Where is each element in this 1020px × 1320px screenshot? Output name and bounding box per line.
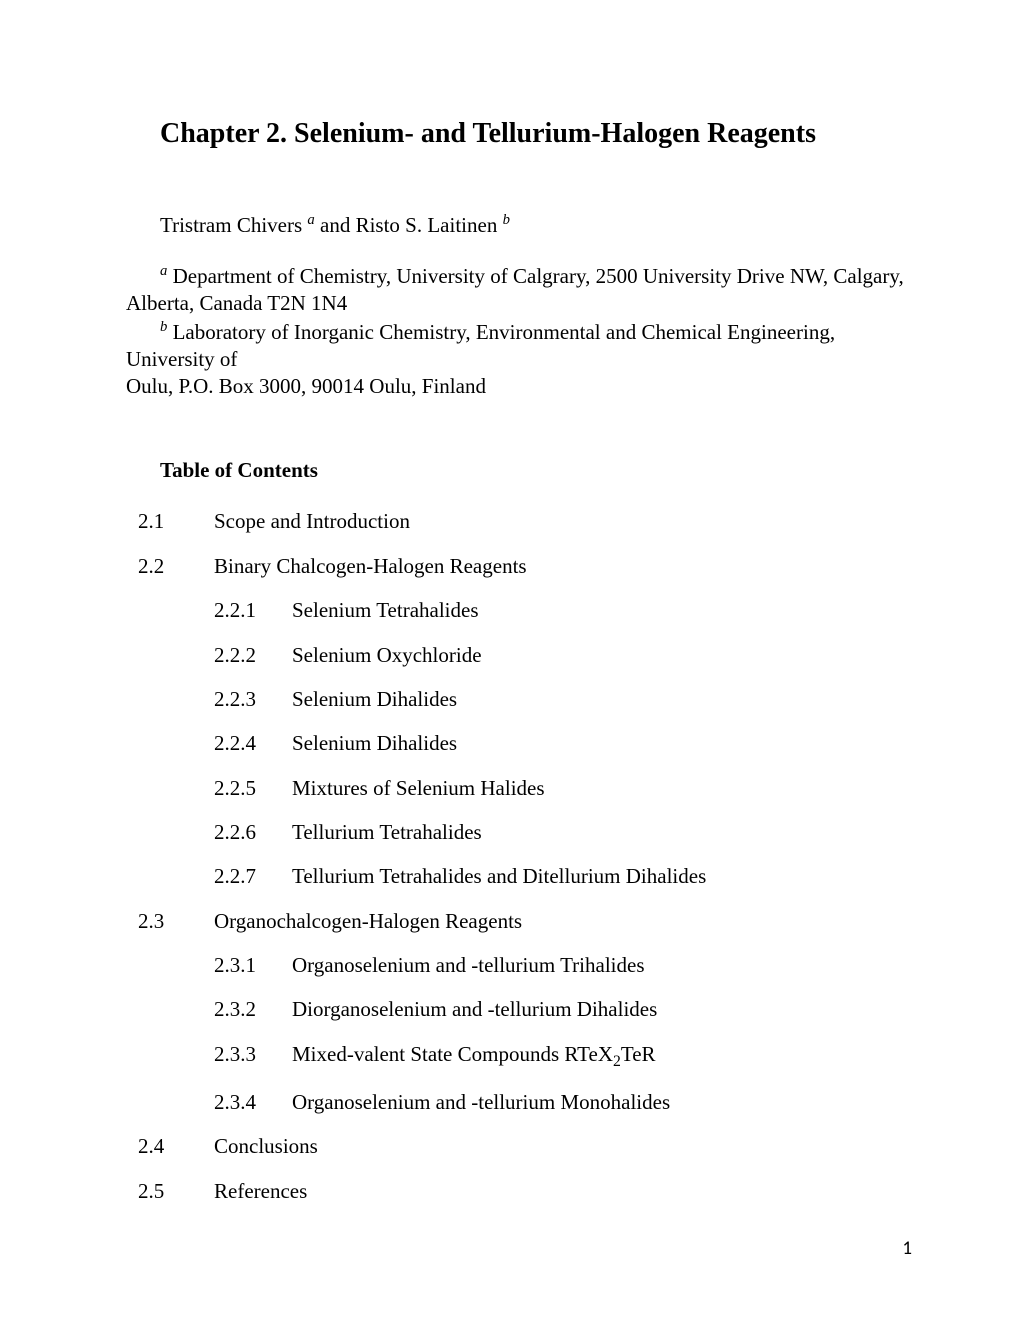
- toc-title: Selenium Dihalides: [292, 729, 920, 757]
- toc-entry: 2.3.2 Diorganoselenium and -tellurium Di…: [138, 987, 920, 1031]
- toc-entry: 2.1 Scope and Introduction: [138, 499, 920, 543]
- affiliation-a-line2: Alberta, Canada T2N 1N4: [126, 291, 347, 315]
- toc-title: Selenium Oxychloride: [292, 641, 920, 669]
- toc-entry: 2.3.1 Organoselenium and -tellurium Trih…: [138, 943, 920, 987]
- toc-entry: 2.2.5 Mixtures of Selenium Halides: [138, 766, 920, 810]
- chapter-title: Chapter 2. Selenium- and Tellurium-Halog…: [160, 118, 920, 150]
- toc-title: Binary Chalcogen-Halogen Reagents: [214, 552, 920, 580]
- toc-title: Tellurium Tetrahalides and Ditellurium D…: [292, 862, 920, 890]
- toc-number: 2.3.3: [214, 1040, 292, 1072]
- toc-entry: 2.4 Conclusions: [138, 1124, 920, 1168]
- toc-entry: 2.3 Organochalcogen-Halogen Reagents: [138, 899, 920, 943]
- toc-title: Selenium Dihalides: [292, 685, 920, 713]
- toc-entry: 2.5 References: [138, 1169, 920, 1213]
- table-of-contents: 2.1 Scope and Introduction 2.2 Binary Ch…: [138, 499, 920, 1213]
- author-2-sup: b: [503, 212, 510, 228]
- toc-title: Organoselenium and -tellurium Trihalides: [292, 951, 920, 979]
- page-number: 1: [902, 1237, 912, 1260]
- affiliation-a-line1: Department of Chemistry, University of C…: [167, 264, 903, 288]
- author-1: Tristram Chivers: [160, 213, 307, 237]
- toc-number: 2.2.5: [214, 774, 292, 802]
- toc-sub: 2: [613, 1053, 621, 1070]
- toc-entry: 2.3.3 Mixed-valent State Compounds RTeX2…: [138, 1032, 920, 1080]
- toc-entry: 2.2.2 Selenium Oxychloride: [138, 633, 920, 677]
- toc-number: 2.2.7: [214, 862, 292, 890]
- affiliation-b-line2: Oulu, P.O. Box 3000, 90014 Oulu, Finland: [126, 374, 486, 398]
- toc-title: Organochalcogen-Halogen Reagents: [214, 907, 920, 935]
- authors-line: Tristram Chivers a and Risto S. Laitinen…: [160, 212, 920, 238]
- toc-number: 2.2.6: [214, 818, 292, 846]
- author-1-sup: a: [307, 212, 314, 228]
- toc-number: 2.2: [138, 552, 214, 580]
- toc-title: Tellurium Tetrahalides: [292, 818, 920, 846]
- toc-title: Selenium Tetrahalides: [292, 596, 920, 624]
- toc-title: Mixed-valent State Compounds RTeX2TeR: [292, 1040, 920, 1072]
- toc-entry: 2.2.6 Tellurium Tetrahalides: [138, 810, 920, 854]
- author-separator: and Risto S. Laitinen: [315, 213, 503, 237]
- toc-title: Mixtures of Selenium Halides: [292, 774, 920, 802]
- affiliation-b-line1: Laboratory of Inorganic Chemistry, Envir…: [126, 320, 835, 371]
- affiliation-b: b Laboratory of Inorganic Chemistry, Env…: [126, 318, 920, 401]
- toc-entry: 2.2.1 Selenium Tetrahalides: [138, 588, 920, 632]
- toc-number: 2.2.1: [214, 596, 292, 624]
- toc-heading: Table of Contents: [160, 458, 920, 483]
- toc-number: 2.5: [138, 1177, 214, 1205]
- toc-number: 2.2.3: [214, 685, 292, 713]
- toc-title: References: [214, 1177, 920, 1205]
- toc-title: Organoselenium and -tellurium Monohalide…: [292, 1088, 920, 1116]
- toc-title-post: TeR: [621, 1042, 656, 1066]
- toc-title: Diorganoselenium and -tellurium Dihalide…: [292, 995, 920, 1023]
- toc-number: 2.3.1: [214, 951, 292, 979]
- toc-number: 2.3: [138, 907, 214, 935]
- toc-title: Scope and Introduction: [214, 507, 920, 535]
- toc-entry: 2.2.4 Selenium Dihalides: [138, 721, 920, 765]
- affiliation-a: a Department of Chemistry, University of…: [126, 262, 920, 318]
- toc-number: 2.2.2: [214, 641, 292, 669]
- toc-number: 2.3.2: [214, 995, 292, 1023]
- toc-entry: 2.3.4 Organoselenium and -tellurium Mono…: [138, 1080, 920, 1124]
- toc-number: 2.1: [138, 507, 214, 535]
- toc-number: 2.4: [138, 1132, 214, 1160]
- toc-entry: 2.2.3 Selenium Dihalides: [138, 677, 920, 721]
- toc-entry: 2.2 Binary Chalcogen-Halogen Reagents: [138, 544, 920, 588]
- document-page: Chapter 2. Selenium- and Tellurium-Halog…: [0, 0, 1020, 1213]
- toc-number: 2.2.4: [214, 729, 292, 757]
- toc-number: 2.3.4: [214, 1088, 292, 1116]
- toc-title: Conclusions: [214, 1132, 920, 1160]
- toc-title-pre: Mixed-valent State Compounds RTeX: [292, 1042, 613, 1066]
- toc-entry: 2.2.7 Tellurium Tetrahalides and Ditellu…: [138, 854, 920, 898]
